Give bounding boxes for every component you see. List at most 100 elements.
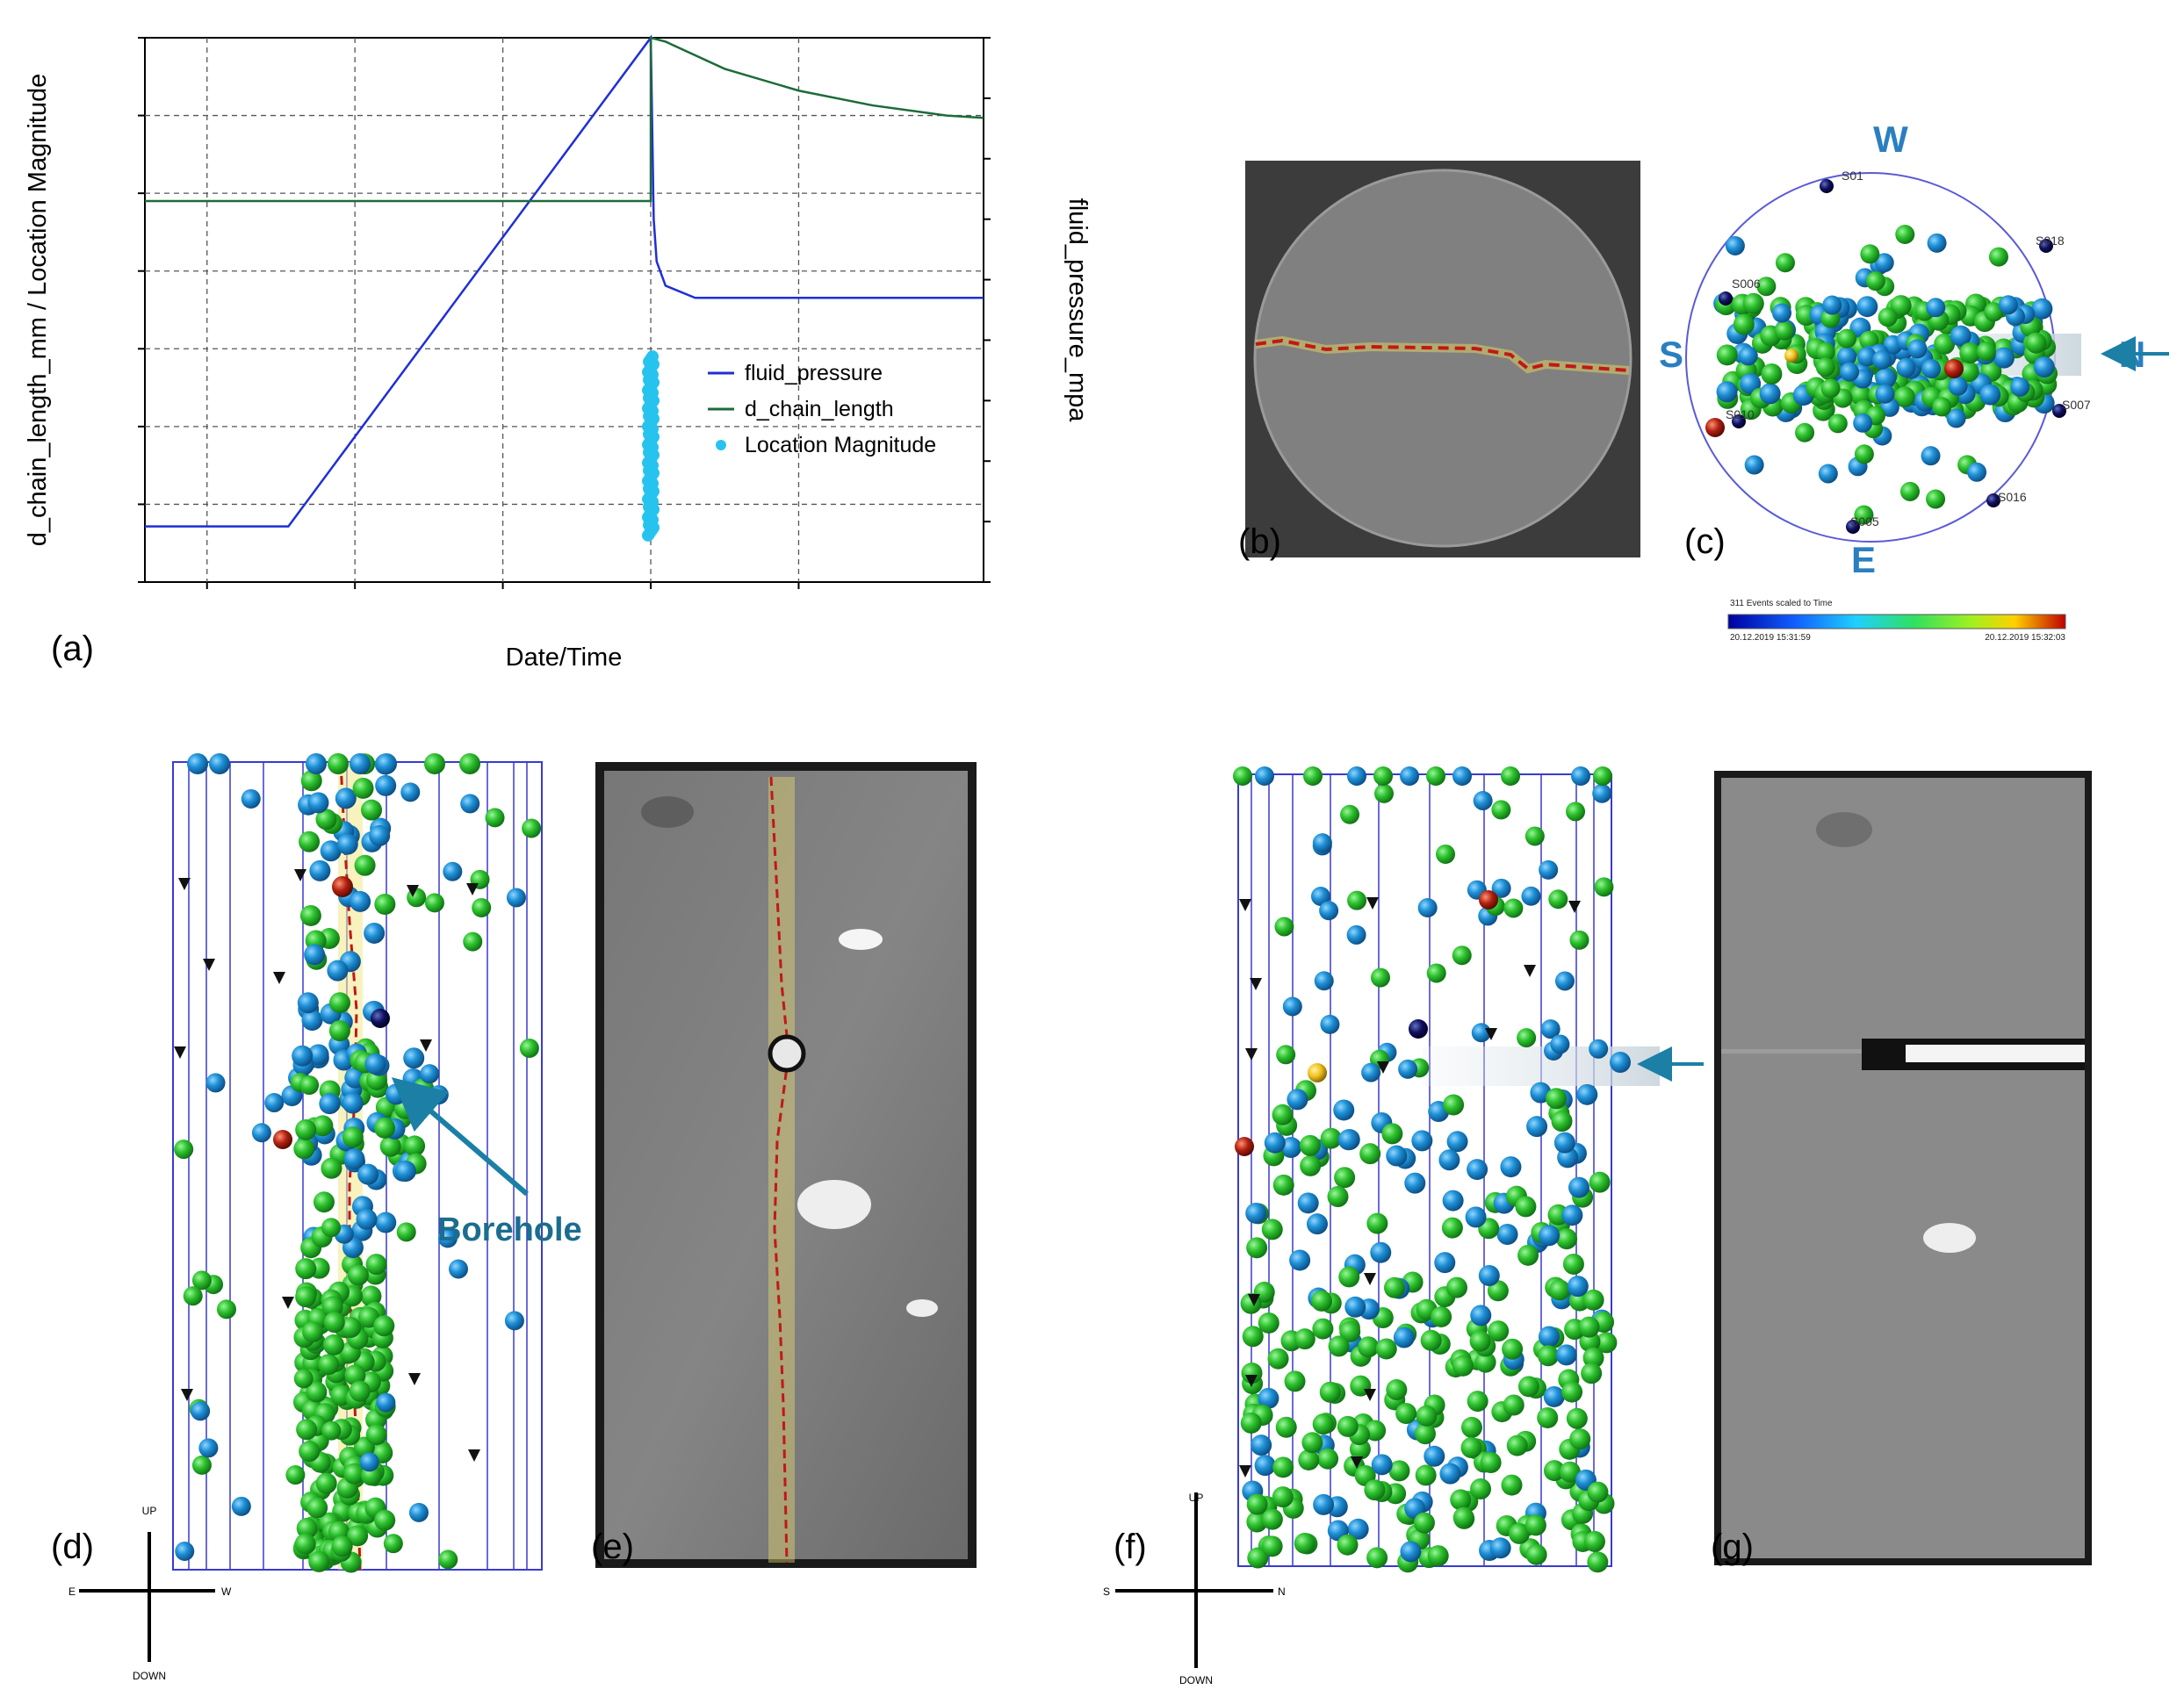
event-sphere: [1934, 333, 1956, 355]
event-sphere: [1846, 520, 1860, 534]
legend-location-magnitude: Location Magnitude: [745, 433, 936, 457]
event-sphere: [1312, 833, 1332, 853]
event-sphere: [293, 1369, 314, 1389]
event-sphere: [460, 794, 480, 814]
event-sphere: [1738, 346, 1758, 366]
event-sphere: [1815, 342, 1835, 362]
event-sphere: [1361, 1062, 1381, 1082]
event-sphere: [1582, 1289, 1604, 1311]
event-sphere: [321, 1157, 342, 1179]
event-sphere: [1294, 1532, 1315, 1554]
sensor-marker-icon: [174, 1046, 186, 1059]
event-sphere: [321, 1218, 342, 1238]
event-sphere: [1561, 1204, 1583, 1226]
sensor-marker-icon: [1250, 978, 1262, 990]
event-sphere: [1460, 1437, 1482, 1459]
event-sphere: [1501, 766, 1520, 786]
event-sphere: [1976, 342, 1996, 362]
event-sphere: [1500, 1156, 1522, 1178]
event-sphere: [463, 931, 483, 952]
event-sphere: [1251, 1435, 1272, 1456]
event-sphere: [1921, 359, 1942, 379]
event-sphere: [1364, 1479, 1386, 1501]
event-sphere: [315, 809, 337, 831]
event-sphere: [1491, 800, 1511, 820]
event-sphere: [1261, 1535, 1283, 1557]
event-sphere: [1298, 1449, 1320, 1470]
event-sphere: [1502, 1338, 1524, 1360]
event-sphere: [1275, 1416, 1297, 1438]
event-sphere: [1442, 1190, 1464, 1212]
event-sphere: [331, 1535, 353, 1557]
event-sphere: [1594, 877, 1614, 897]
event-sphere: [1280, 1137, 1302, 1159]
event-sphere: [1593, 766, 1612, 786]
event-sphere: [1540, 1019, 1561, 1039]
event-sphere: [1436, 844, 1456, 864]
event-sphere: [307, 792, 329, 814]
event-sphere: [327, 960, 349, 982]
event-sphere: [1567, 1276, 1589, 1298]
event-sphere: [1393, 1327, 1415, 1348]
event-sphere: [1744, 455, 1764, 475]
event-sphere: [1370, 967, 1390, 988]
event-sphere: [1366, 1547, 1388, 1569]
event-sphere: [1465, 1206, 1487, 1228]
event-sphere: [1756, 277, 1777, 297]
event-sphere: [400, 782, 421, 802]
event-sphere: [191, 1455, 212, 1475]
event-sphere: [1358, 1336, 1380, 1358]
event-sphere: [1416, 1405, 1438, 1427]
event-sphere: [1370, 1241, 1392, 1263]
event-sphere: [1424, 1445, 1445, 1467]
event-sphere: [198, 1438, 219, 1458]
event-sphere: [1258, 1312, 1279, 1334]
event-sphere: [1473, 791, 1493, 811]
event-sphere: [347, 1264, 369, 1286]
event-sphere: [1427, 1545, 1449, 1567]
event-sphere: [1365, 1420, 1387, 1442]
event-sphere: [304, 944, 326, 966]
left-axis-label: d_chain_length_mm / Location Magnitude: [24, 74, 52, 546]
event-sphere: [420, 1064, 440, 1084]
event-sphere: [1926, 298, 1946, 318]
event-sphere: [1795, 422, 1815, 442]
axis-up: UP: [142, 1505, 157, 1517]
event-sphere: [1581, 1363, 1603, 1384]
sensor-label-c-5: S006: [1732, 277, 1761, 291]
event-sphere: [1306, 1213, 1328, 1235]
sensor-marker-icon: [1364, 1273, 1376, 1285]
event-sphere: [1596, 1332, 1618, 1354]
event-sphere: [1550, 1034, 1570, 1054]
event-sphere: [318, 1354, 340, 1376]
event-sphere: [1740, 373, 1762, 395]
event-sphere: [1311, 1290, 1333, 1312]
event-sphere: [205, 1073, 226, 1093]
event-sphere: [1246, 1493, 1268, 1515]
sensor-marker-icon: [1248, 1294, 1260, 1306]
event-sphere: [1488, 1320, 1510, 1342]
event-sphere: [1967, 462, 1987, 482]
event-sphere: [1373, 766, 1393, 786]
event-sphere: [1827, 413, 1848, 434]
dark-inclusion: [1816, 812, 1872, 847]
event-sphere: [1258, 1387, 1279, 1409]
bright-inclusion: [839, 929, 883, 950]
event-sphere: [1242, 1326, 1264, 1348]
event-sphere: [1554, 971, 1575, 991]
event-sphere: [1503, 898, 1524, 918]
sensor-marker-icon: [203, 959, 215, 971]
event-sphere: [1246, 1237, 1268, 1259]
event-sphere: [1515, 1196, 1537, 1218]
sensor-marker-icon: [1351, 1456, 1363, 1469]
event-sphere: [343, 1463, 365, 1485]
event-sphere: [364, 1053, 386, 1075]
event-sphere: [191, 1270, 212, 1291]
axis-down: DOWN: [133, 1670, 166, 1682]
event-sphere: [1346, 924, 1366, 945]
event-sphere: [1761, 363, 1783, 385]
event-sphere: [1957, 361, 1979, 383]
location-magnitude-point: [646, 350, 660, 363]
event-sphere: [306, 1497, 328, 1519]
